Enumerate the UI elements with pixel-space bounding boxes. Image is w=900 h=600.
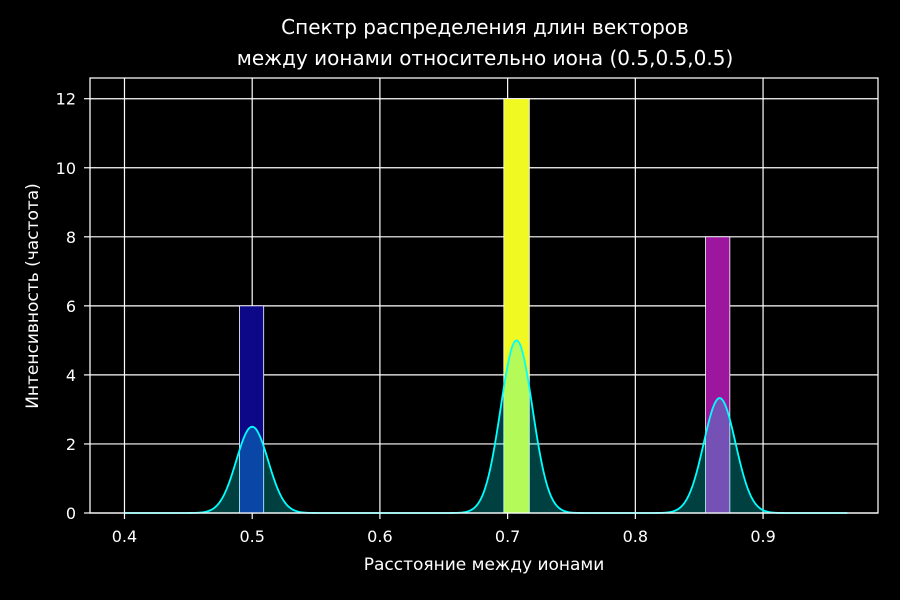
histogram-bar [705, 236, 731, 514]
x-tick-label: 0.4 [112, 527, 137, 546]
kde-curve [124, 339, 848, 514]
y-tick-label: 4 [66, 366, 76, 385]
x-tick-label: 0.6 [367, 527, 392, 546]
x-axis-label: Расстояние между ионами [364, 555, 605, 575]
y-tick-label: 10 [56, 159, 76, 178]
x-tick-label: 0.5 [239, 527, 264, 546]
y-tick-label: 6 [66, 297, 76, 316]
y-tick-label: 0 [66, 504, 76, 523]
plot-frame [89, 77, 879, 514]
grid [90, 78, 878, 514]
chart-title-line-2: между ионами относительно иона (0.5,0.5,… [237, 46, 734, 70]
chart-title-line-1: Спектр распределения длин векторов [281, 15, 689, 39]
x-tick-label: 0.7 [495, 527, 520, 546]
y-tick-label: 8 [66, 228, 76, 247]
histogram-bar [239, 305, 265, 514]
x-tick-label: 0.9 [750, 527, 775, 546]
bars [239, 98, 731, 514]
kde-line [124, 339, 848, 514]
x-tick-label: 0.8 [623, 527, 648, 546]
y-tick-label: 2 [66, 435, 76, 454]
ticks: 0.4 0.5 0.6 0.7 0.8 0.9 0 2 4 6 8 10 12 [56, 90, 776, 546]
y-axis-label: Интенсивность (частота) [23, 183, 43, 409]
y-tick-label: 12 [56, 90, 76, 109]
